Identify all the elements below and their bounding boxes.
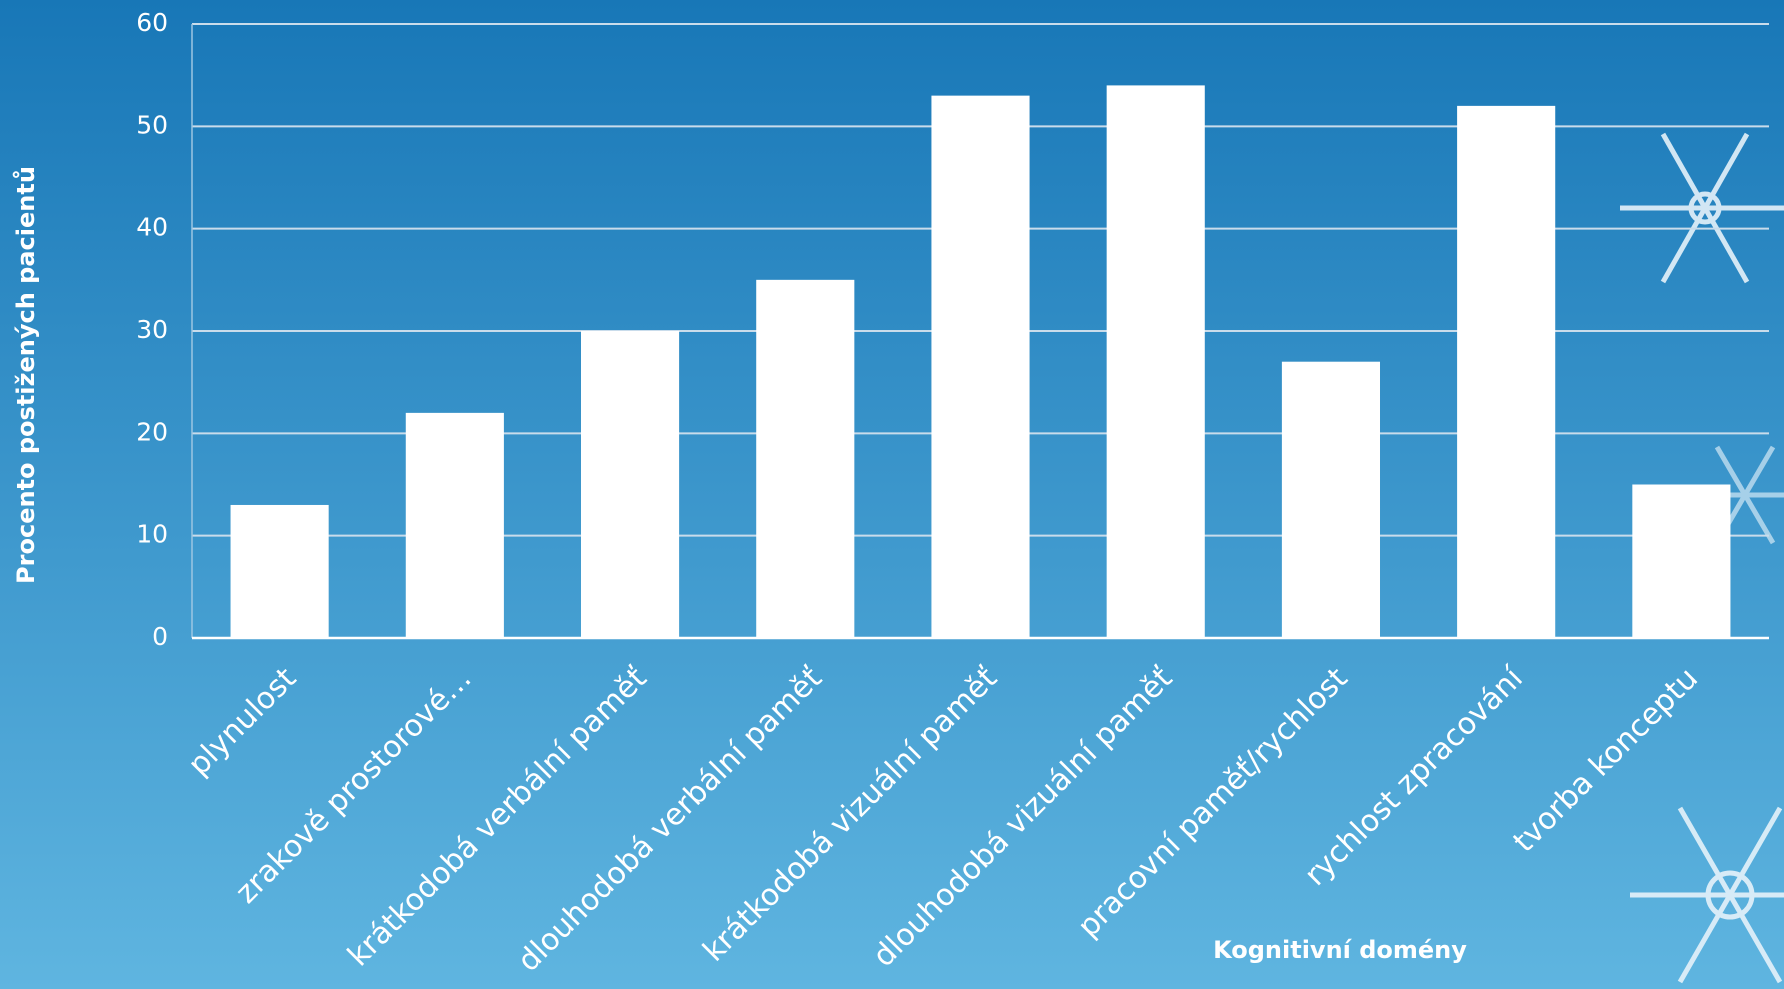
bar [405, 412, 504, 638]
y-tick-label: 50 [136, 110, 168, 139]
y-axis-label: Procento postižených pacientů [12, 166, 40, 584]
x-axis-label: Kognitivní domény [1213, 936, 1467, 964]
bar [1457, 105, 1556, 638]
y-tick-label: 40 [136, 213, 168, 242]
y-tick-label: 60 [136, 8, 168, 37]
bar [1106, 85, 1205, 638]
bar [580, 331, 680, 638]
y-tick-label: 20 [136, 417, 168, 446]
y-tick-label: 0 [152, 622, 168, 651]
snowflake-decor [1620, 132, 1784, 984]
y-tick-label: 30 [136, 315, 168, 344]
bar [1281, 361, 1381, 638]
bar [931, 95, 1030, 639]
bar [1632, 484, 1731, 638]
bar [756, 279, 855, 638]
bar [230, 504, 329, 638]
y-tick-label: 10 [136, 520, 168, 549]
